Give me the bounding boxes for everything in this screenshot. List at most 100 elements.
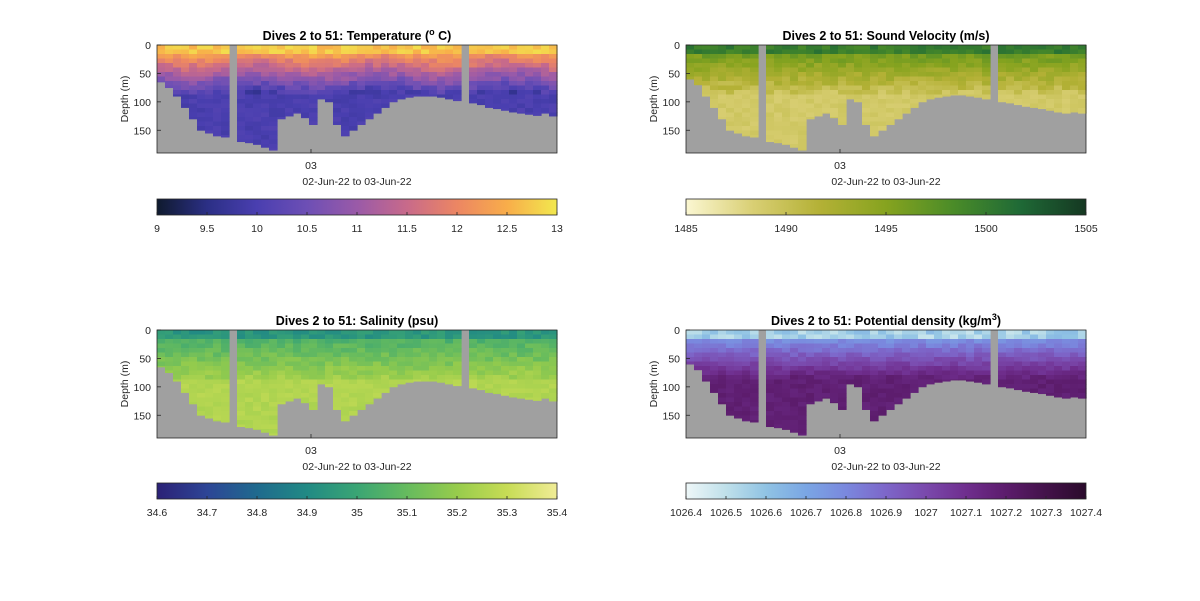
profile-cell <box>870 94 879 100</box>
profile-cell <box>549 103 558 109</box>
profile-cell <box>373 108 382 113</box>
profile-cell <box>477 388 486 391</box>
profile-cell <box>894 85 903 91</box>
profile-cell <box>373 81 382 86</box>
profile-cell <box>181 330 190 335</box>
profile-cell <box>293 343 302 349</box>
profile-cell <box>846 343 855 349</box>
profile-cell <box>381 361 390 367</box>
profile-cell <box>926 379 935 385</box>
profile-cell <box>285 343 294 349</box>
profile-cell <box>798 63 807 68</box>
profile-cell <box>798 339 807 344</box>
profile-cell <box>790 135 799 140</box>
profile-cell <box>493 361 502 367</box>
profile-cell <box>1062 94 1071 100</box>
profile-cell <box>349 402 358 407</box>
profile-cell <box>1022 103 1031 107</box>
profile-cell <box>958 357 967 362</box>
profile-cell <box>493 99 502 104</box>
profile-cell <box>870 130 879 136</box>
profile-cell <box>501 334 510 340</box>
profile-cell <box>181 348 190 353</box>
profile-cell <box>742 343 751 349</box>
profile-cell <box>197 393 206 398</box>
profile-cell <box>734 81 743 86</box>
profile-cell <box>958 379 967 381</box>
profile-cell <box>894 54 903 59</box>
profile-cell <box>918 99 927 103</box>
colorbar-tick-label: 35.4 <box>547 507 568 519</box>
profile-cell <box>269 139 278 145</box>
profile-cell <box>830 402 839 404</box>
profile-cell <box>910 94 919 100</box>
profile-cell <box>1038 108 1047 110</box>
profile-cell <box>389 343 398 349</box>
profile-cell <box>237 366 246 371</box>
profile-cell <box>221 103 230 109</box>
profile-cell <box>694 366 703 371</box>
profile-cell <box>782 144 791 145</box>
profile-cell <box>469 67 478 73</box>
profile-cell <box>798 94 807 100</box>
profile-cell <box>277 352 286 358</box>
profile-cell <box>509 63 518 68</box>
profile-cell <box>181 357 190 362</box>
profile-cell <box>846 339 855 344</box>
profile-cell <box>349 352 358 358</box>
profile-cell <box>205 370 214 376</box>
profile-cell <box>221 420 230 423</box>
profile-cell <box>998 352 1007 358</box>
profile-cell <box>541 94 550 100</box>
profile-cell <box>710 94 719 100</box>
profile-cell <box>429 76 438 82</box>
profile-cell <box>205 103 214 109</box>
profile-cell <box>726 361 735 367</box>
profile-cell <box>245 90 254 95</box>
profile-cell <box>822 361 831 367</box>
profile-cell <box>886 76 895 82</box>
profile-cell <box>910 85 919 91</box>
profile-cell <box>766 90 775 95</box>
profile-cell <box>886 81 895 86</box>
profile-cell <box>902 90 911 95</box>
profile-cell <box>934 54 943 59</box>
profile-cell <box>405 357 414 362</box>
profile-cell <box>910 103 919 108</box>
colorbar-tick-label: 1027.3 <box>1030 507 1062 519</box>
profile-cell <box>333 339 342 344</box>
profile-cell <box>894 339 903 344</box>
profile-cell <box>453 343 462 349</box>
profile-cell <box>389 352 398 358</box>
profile-cell <box>349 99 358 104</box>
profile-cell <box>493 393 502 395</box>
profile-cell <box>341 117 350 122</box>
profile-cell <box>389 339 398 344</box>
profile-cell <box>525 54 534 59</box>
profile-cell <box>189 357 198 362</box>
profile-cell <box>477 49 486 55</box>
profile-cell <box>165 366 174 371</box>
y-tick-label: 150 <box>133 410 151 422</box>
profile-cell <box>349 112 358 118</box>
profile-cell <box>1014 330 1023 335</box>
profile-cell <box>173 348 182 353</box>
profile-cell <box>742 45 751 50</box>
profile-cell <box>533 366 542 371</box>
profile-cell <box>189 112 198 118</box>
profile-cell <box>253 85 262 91</box>
profile-cell <box>253 429 262 430</box>
profile-cell <box>1014 58 1023 64</box>
profile-cell <box>341 72 350 77</box>
profile-cell <box>365 357 374 362</box>
profile-cell <box>966 45 975 50</box>
profile-cell <box>878 343 887 349</box>
profile-cell <box>549 90 558 95</box>
profile-cell <box>509 375 518 380</box>
profile-cell <box>1062 343 1071 349</box>
profile-cell <box>277 343 286 349</box>
profile-cell <box>221 388 230 394</box>
profile-cell <box>742 420 751 422</box>
profile-cell <box>293 361 302 367</box>
profile-cell <box>814 334 823 340</box>
